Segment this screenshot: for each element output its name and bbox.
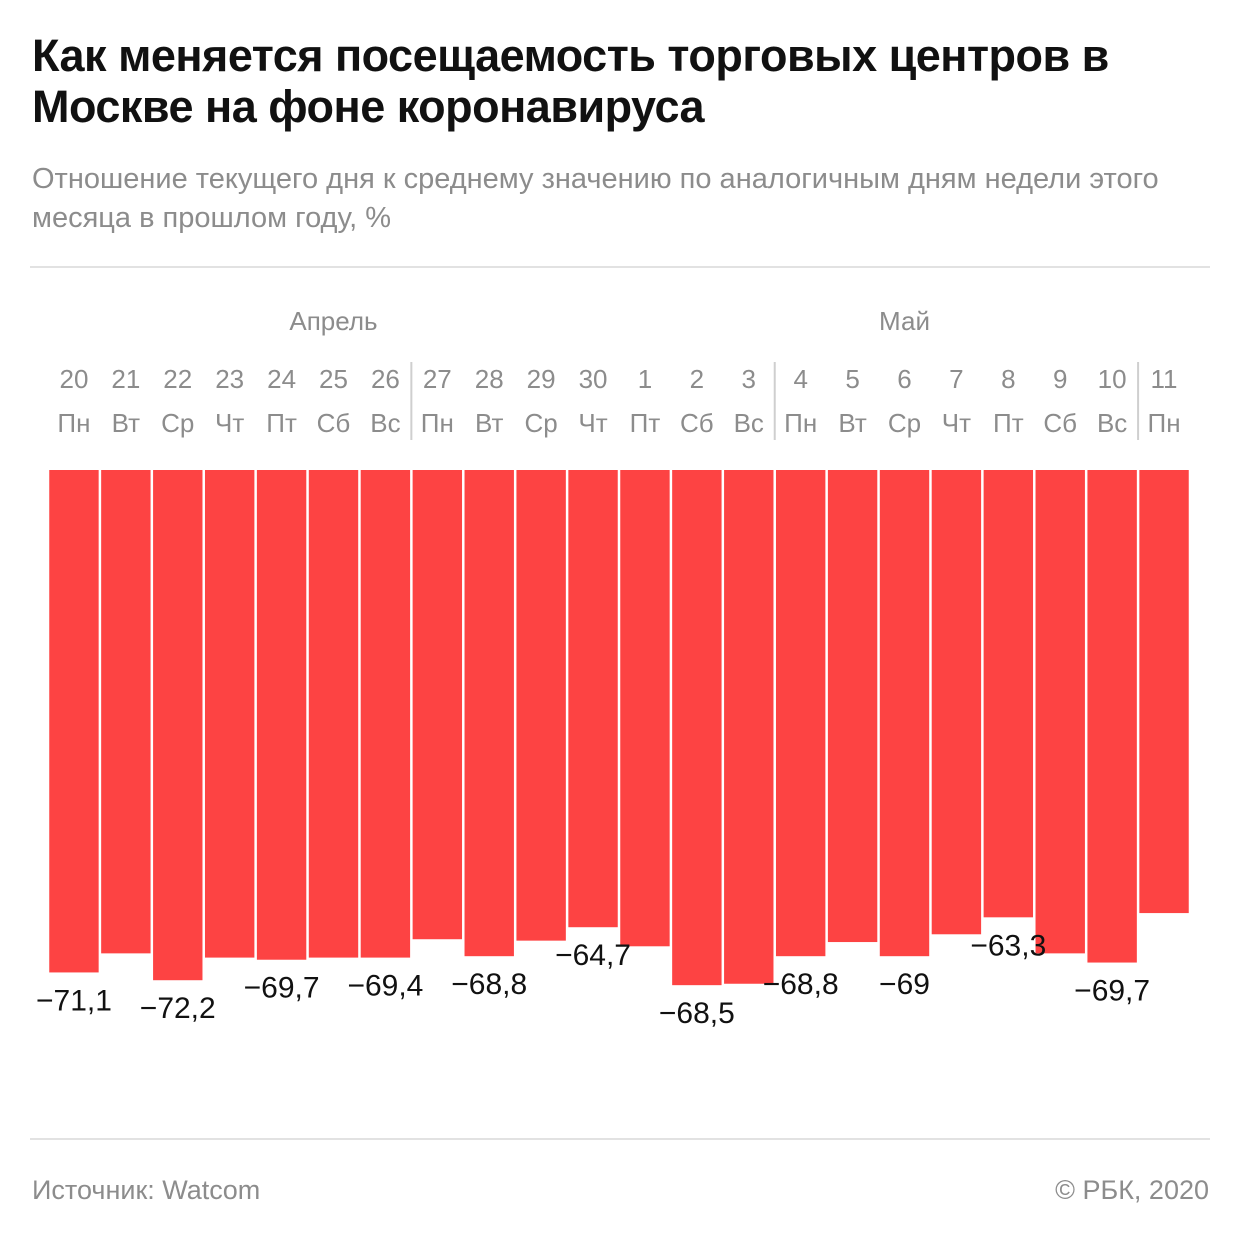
day-label: 6 <box>897 364 911 394</box>
weekday-label: Ср <box>525 408 558 438</box>
day-label: 1 <box>638 364 652 394</box>
weekday-label: Вт <box>475 408 503 438</box>
bar-10 <box>1087 470 1137 963</box>
month-label: Апрель <box>289 306 377 336</box>
day-label: 4 <box>793 364 807 394</box>
day-label: 20 <box>59 364 88 394</box>
value-label: −68,8 <box>763 968 839 1001</box>
bar-24 <box>256 470 307 960</box>
value-label: −68,8 <box>451 968 527 1001</box>
bar-1 <box>620 470 670 947</box>
weekday-label: Сб <box>680 408 714 438</box>
value-label: −64,7 <box>555 939 631 972</box>
day-label: 21 <box>111 364 140 394</box>
value-label: −68,5 <box>659 997 735 1030</box>
weekday-label: Вт <box>112 408 140 438</box>
day-label: 7 <box>949 364 963 394</box>
value-label: −69 <box>879 968 930 1001</box>
bottom-divider <box>30 1138 1210 1140</box>
bar-29 <box>516 470 566 941</box>
day-label: 9 <box>1053 364 1067 394</box>
weekday-label: Пн <box>57 408 90 438</box>
x-axis-labels: 20Пн21Вт22Ср23Чт24Пт25Сб26Вс27Пн28Вт29Ср… <box>57 364 1180 438</box>
bar-9 <box>1035 470 1085 954</box>
value-label: −69,7 <box>1074 975 1150 1008</box>
bars <box>49 470 1189 986</box>
bar-11 <box>1139 470 1189 914</box>
weekday-label: Чт <box>578 408 607 438</box>
day-label: 27 <box>423 364 452 394</box>
top-divider <box>30 266 1210 268</box>
weekday-label: Сб <box>1043 408 1077 438</box>
day-label: 26 <box>371 364 400 394</box>
value-labels: −71,1 −72,2 −69,7 −69,4 −68,8 −64,7 −68,5 −68,8… <box>36 929 1150 1030</box>
source-note: Источник: Watcom <box>32 1175 261 1205</box>
value-label: −63,3 <box>970 929 1046 962</box>
day-label: 2 <box>690 364 704 394</box>
day-label: 30 <box>579 364 608 394</box>
bar-8 <box>983 470 1034 918</box>
bar-21 <box>101 470 151 954</box>
weekday-label: Пт <box>993 408 1024 438</box>
value-label: −72,2 <box>140 992 216 1025</box>
day-label: 11 <box>1151 364 1178 394</box>
chart-subtitle: Отношение текущего дня к среднему значен… <box>32 163 1159 234</box>
weekday-label: Пн <box>784 408 817 438</box>
day-label: 28 <box>475 364 504 394</box>
day-label: 5 <box>845 364 859 394</box>
weekday-label: Чт <box>942 408 971 438</box>
month-separators <box>410 362 1140 440</box>
bar-2 <box>672 470 722 986</box>
weekday-label: Пт <box>266 408 297 438</box>
weekday-label: Пн <box>1148 408 1181 438</box>
value-label: −69,4 <box>347 970 423 1003</box>
bar-28 <box>464 470 514 957</box>
bar-30 <box>568 470 618 928</box>
copyright: © РБК, 2020 <box>1055 1175 1209 1205</box>
bar-7 <box>931 470 982 935</box>
day-label: 29 <box>527 364 556 394</box>
bar-22 <box>153 470 203 981</box>
bar-25 <box>308 470 359 958</box>
bar-chart: Апрель Май 20Пн21Вт22Ср23Чт24Пт25Сб26Вс27… <box>36 306 1189 1030</box>
month-labels: Апрель Май <box>289 306 930 336</box>
bar-27 <box>412 470 463 940</box>
weekday-label: Сб <box>317 408 351 438</box>
month-label: Май <box>879 306 930 336</box>
chart-title: Как меняется посещаемость торговых центр… <box>32 30 1109 132</box>
bar-4 <box>775 470 826 957</box>
bar-26 <box>360 470 411 958</box>
day-label: 23 <box>215 364 244 394</box>
day-label: 8 <box>1001 364 1015 394</box>
weekday-label: Вс <box>734 408 764 438</box>
bar-6 <box>879 470 930 957</box>
day-label: 25 <box>319 364 348 394</box>
day-label: 10 <box>1098 364 1127 394</box>
weekday-label: Чт <box>215 408 244 438</box>
value-label: −71,1 <box>36 984 112 1017</box>
day-label: 3 <box>742 364 756 394</box>
day-label: 24 <box>267 364 296 394</box>
weekday-label: Вс <box>1097 408 1127 438</box>
weekday-label: Ср <box>888 408 921 438</box>
weekday-label: Ср <box>161 408 194 438</box>
bar-23 <box>204 470 255 958</box>
day-label: 22 <box>163 364 192 394</box>
bar-5 <box>827 470 878 943</box>
weekday-label: Пн <box>421 408 454 438</box>
weekday-label: Пт <box>630 408 661 438</box>
bar-3 <box>724 470 774 984</box>
weekday-label: Вс <box>370 408 400 438</box>
bar-20 <box>49 470 99 973</box>
weekday-label: Вт <box>838 408 866 438</box>
value-label: −69,7 <box>244 972 320 1005</box>
